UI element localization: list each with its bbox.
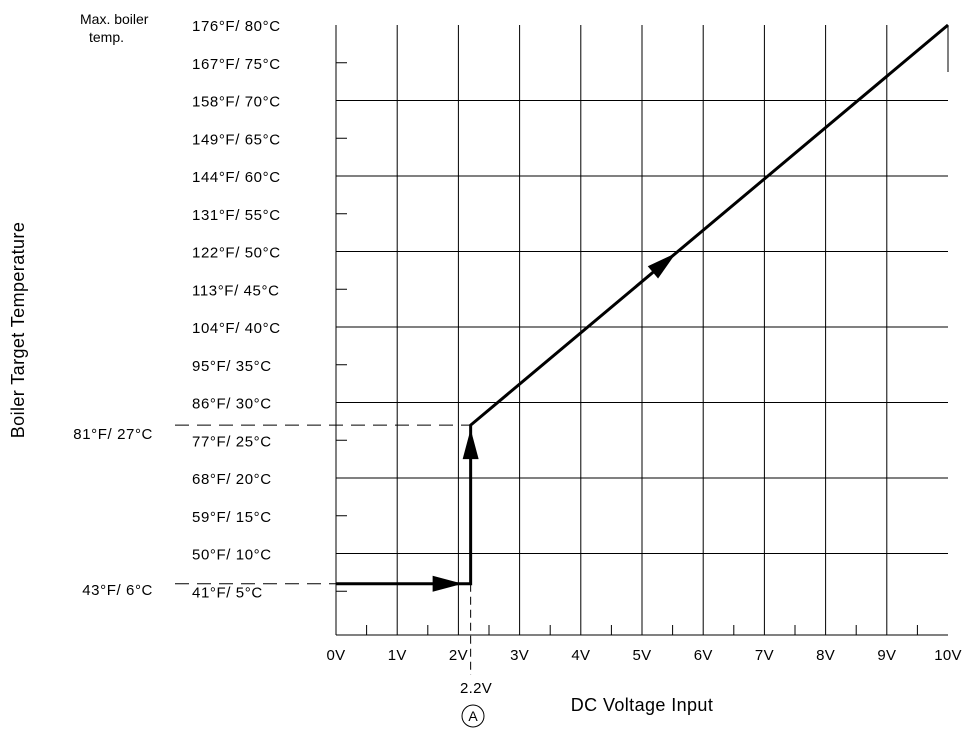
max-boiler-temp-note: Max. boiler temp. — [80, 11, 149, 45]
marker-a-circle — [461, 704, 485, 728]
target-temperature-line — [336, 23, 949, 586]
y-tick-label: 77°F/ 25°C — [192, 433, 272, 450]
x-tick-label: 4V — [571, 647, 590, 664]
y-axis-tick-labels: 41°F/ 5°C 50°F/ 10°C 59°F/ 15°C 68°F/ 20°C 7… — [192, 18, 281, 601]
x-tick-label: 3V — [510, 647, 529, 664]
y-tick-label: 68°F/ 20°C — [192, 471, 272, 488]
chart-grid — [336, 25, 948, 635]
y-tick-label: 86°F/ 30°C — [192, 396, 272, 413]
y-tick-label: 104°F/ 40°C — [192, 320, 281, 337]
y-tick-label: 95°F/ 35°C — [192, 358, 272, 375]
y-tick-label: 122°F/ 50°C — [192, 245, 281, 262]
y-tick-label: 113°F/ 45°C — [192, 282, 280, 299]
y-tick-label: 158°F/ 70°C — [192, 94, 281, 111]
x-tick-label: 6V — [694, 647, 713, 664]
x-tick-label: 9V — [877, 647, 896, 664]
arrow-diagonal — [647, 253, 676, 279]
y-tick-label: 50°F/ 10°C — [192, 547, 272, 564]
start-temperature-label: 81°F/ 27°C — [73, 426, 153, 443]
x-tick-label: 7V — [755, 647, 774, 664]
y-axis-title: Boiler Target Temperature — [8, 222, 28, 438]
x-tick-label: 0V — [327, 647, 346, 664]
x-axis-title: DC Voltage Input — [571, 695, 714, 715]
min-temperature-label: 43°F/ 6°C — [82, 582, 153, 599]
x-axis-tick-labels: 0V 1V 2V 3V 4V 5V 6V 7V 8V 9V 10V — [327, 647, 962, 664]
x-tick-label: 10V — [934, 647, 962, 664]
y-tick-label: 176°F/ 80°C — [192, 18, 281, 35]
marker-a: A — [461, 704, 485, 728]
x-tick-label: 1V — [388, 647, 407, 664]
y-tick-label: 59°F/ 15°C — [192, 509, 272, 526]
y-tick-label: 167°F/ 75°C — [192, 56, 281, 73]
y-tick-label: 131°F/ 55°C — [192, 207, 281, 224]
chart-frame — [335, 25, 949, 636]
y-tick-label: 149°F/ 65°C — [192, 131, 281, 148]
arrow-horizontal — [432, 575, 463, 592]
series-line — [336, 23, 949, 592]
start-voltage-label: 2.2V — [460, 680, 492, 697]
x-tick-label: 5V — [633, 647, 652, 664]
arrow-vertical — [462, 429, 479, 460]
marker-a-letter: A — [468, 708, 478, 724]
y-tick-label: 41°F/ 5°C — [192, 584, 263, 601]
note-line-1: Max. boiler — [80, 11, 149, 27]
x-tick-label: 2V — [449, 647, 468, 664]
y-tick-label: 144°F/ 60°C — [192, 169, 281, 186]
note-line-2: temp. — [89, 29, 124, 45]
x-tick-label: 8V — [816, 647, 835, 664]
